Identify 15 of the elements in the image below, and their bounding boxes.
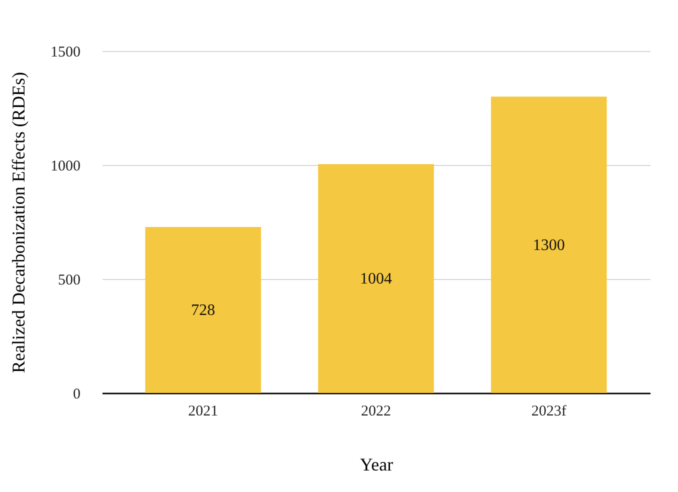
bar bbox=[318, 164, 434, 393]
data-label: 1004 bbox=[360, 270, 392, 288]
x-tick-label: 2021 bbox=[188, 404, 218, 420]
y-tick-label: 500 bbox=[58, 272, 80, 288]
x-tick-label: 2022 bbox=[361, 404, 391, 420]
bar bbox=[490, 96, 607, 393]
y-tick-label: 0 bbox=[73, 386, 80, 402]
bar bbox=[145, 227, 262, 393]
y-tick-label: 1500 bbox=[50, 44, 80, 60]
x-axis-title: Year bbox=[360, 454, 394, 474]
x-tick-label: 2023f bbox=[531, 404, 566, 420]
y-axis-title: Realized Decarbonization Effects (RDEs) bbox=[8, 72, 28, 374]
data-label: 728 bbox=[191, 302, 216, 320]
data-label: 1300 bbox=[532, 236, 565, 254]
y-tick-label: 1000 bbox=[50, 158, 80, 174]
